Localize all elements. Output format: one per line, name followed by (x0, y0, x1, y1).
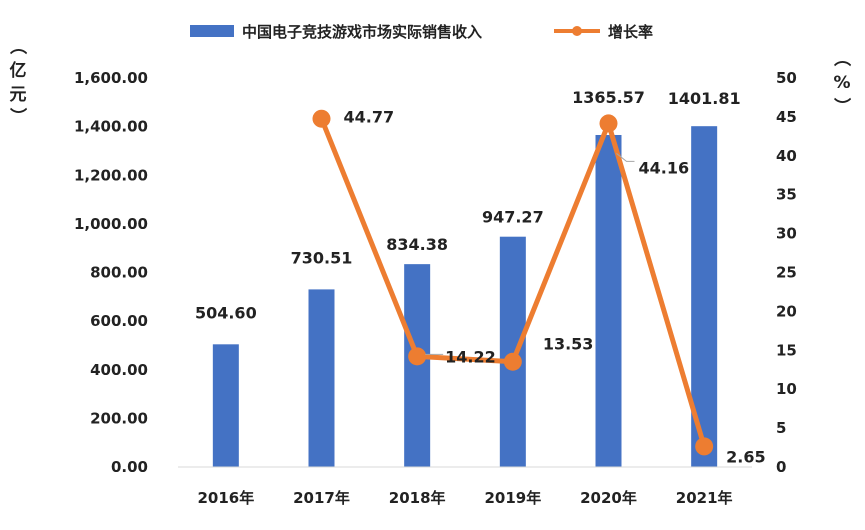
growth-point (408, 347, 427, 366)
right-tick-label: 35 (776, 186, 797, 204)
right-tick-label: 15 (776, 341, 797, 359)
left-axis-ticks: 0.00 200.00 400.00 600.00 800.00 1,000.00 1,20… (74, 69, 148, 476)
right-tick-label: 40 (776, 147, 797, 165)
right-tick-label: 50 (776, 69, 797, 87)
legend-swatch-growth-marker (572, 26, 582, 36)
left-unit-char: 亿 (10, 60, 27, 81)
left-tick-label: 0.00 (111, 458, 148, 476)
x-tick-label: 2020年 (580, 489, 637, 507)
x-tick-label: 2019年 (484, 489, 541, 507)
left-tick-label: 600.00 (90, 312, 148, 330)
growth-point (503, 352, 522, 371)
bar (404, 264, 431, 467)
legend-label-revenue: 中国电子竞技游戏市场实际销售收入 (242, 23, 482, 41)
left-tick-label: 1,000.00 (74, 215, 148, 233)
bar-data-label: 834.38 (386, 235, 448, 254)
right-tick-label: 0 (776, 458, 786, 476)
left-tick-label: 1,600.00 (74, 69, 148, 87)
data-label-leader (616, 153, 635, 162)
right-unit-char: ） (831, 98, 852, 115)
bar-data-label: 504.60 (195, 303, 257, 322)
right-axis-unit: （% ） (831, 50, 852, 115)
line-data-label: 44.16 (639, 158, 690, 177)
left-tick-label: 800.00 (90, 264, 148, 282)
x-tick-label: 2016年 (197, 489, 254, 507)
left-unit-char: 元 (10, 85, 27, 105)
left-tick-label: 400.00 (90, 361, 148, 379)
legend-swatch-revenue (190, 25, 234, 37)
right-tick-label: 20 (776, 302, 797, 320)
bar-series-revenue (212, 126, 718, 468)
left-axis-unit: （ 亿元 ） (7, 38, 28, 125)
line-data-label: 2.65 (726, 447, 765, 466)
left-tick-label: 200.00 (90, 409, 148, 427)
x-tick-label: 2018年 (389, 489, 446, 507)
bar (212, 344, 239, 467)
line-data-labels: 44.77 14.22 13.53 44.16 2.65 (344, 108, 766, 467)
bar-data-label: 1401.81 (668, 89, 741, 108)
right-axis-ticks: 0 5 10 15 20 25 30 35 40 45 50 (776, 69, 797, 476)
growth-point (599, 114, 618, 133)
line-series-growth (312, 109, 714, 456)
bar-data-label: 947.27 (482, 208, 544, 227)
legend-label-growth: 增长率 (608, 23, 653, 41)
legend: 中国电子竞技游戏市场实际销售收入 增长率 (190, 23, 653, 41)
bar (595, 134, 622, 467)
right-unit-char: % (833, 73, 850, 93)
bar-data-label: 730.51 (291, 248, 353, 267)
right-unit-char: （ (831, 50, 852, 67)
bar-data-labels: 504.60 730.51 834.38 947.27 1365.57 1401.81 (195, 88, 741, 322)
right-tick-label: 25 (776, 264, 797, 282)
left-tick-label: 1,400.00 (74, 118, 148, 136)
right-tick-label: 10 (776, 380, 797, 398)
right-tick-label: 30 (776, 225, 797, 243)
bar (308, 289, 335, 467)
x-tick-label: 2017年 (293, 489, 350, 507)
growth-point (695, 437, 714, 456)
bar-data-label: 1365.57 (572, 88, 645, 107)
growth-point (312, 109, 331, 128)
line-data-label: 13.53 (543, 335, 594, 354)
right-tick-label: 5 (776, 419, 786, 437)
left-unit-char: （ (7, 38, 28, 55)
line-data-label: 44.77 (344, 108, 395, 127)
left-unit-char: ） (7, 108, 28, 125)
right-tick-label: 45 (776, 108, 797, 126)
left-tick-label: 1,200.00 (74, 166, 148, 184)
x-tick-label: 2021年 (676, 489, 733, 507)
bar (499, 236, 526, 467)
x-axis-ticks: 2016年 2017年 2018年 2019年 2020年 2021年 (197, 489, 732, 507)
line-data-label: 14.22 (445, 347, 496, 366)
